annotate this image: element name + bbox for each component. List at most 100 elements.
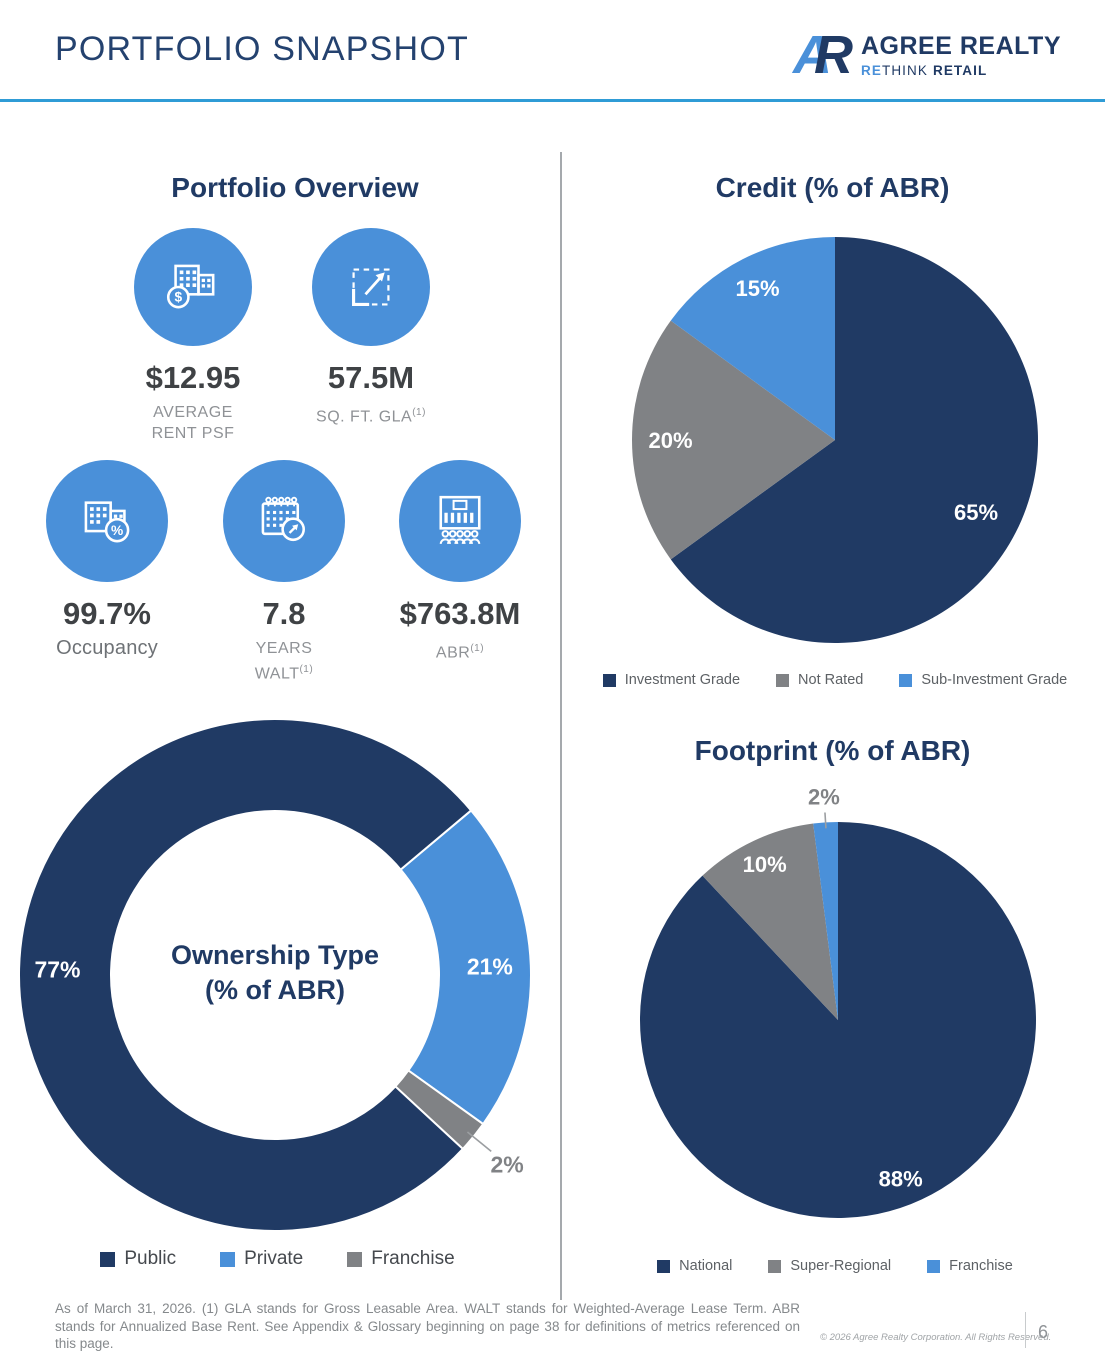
tagline-re: RE <box>861 63 882 78</box>
logo-text: AGREE REALTY RETHINK RETAIL <box>861 32 1061 78</box>
page-number: 6 <box>1038 1322 1049 1342</box>
legend-item-not-rated: Not Rated <box>776 672 863 688</box>
footprint-pie-chart: 88% 10% 2% <box>640 785 1036 1218</box>
legend-swatch-icon <box>100 1251 116 1267</box>
legend-swatch-icon <box>220 1251 236 1267</box>
slice-label-private: 21% <box>467 954 513 980</box>
legend-label: Super-Regional <box>790 1258 892 1274</box>
calendar-icon <box>223 460 345 582</box>
legend-item-public: Public <box>100 1248 176 1270</box>
building-percent-glyph: % <box>84 501 130 543</box>
stat-value: 57.5M <box>327 360 415 395</box>
stat-sq-ft-gla: 57.5M SQ. FT. GLA(1) <box>286 228 456 427</box>
stat-label-line1: ABR <box>435 644 471 662</box>
stat-label: AVERAGE RENT PSF <box>108 402 278 444</box>
legend-label: Not Rated <box>798 672 864 688</box>
stat-average-rent-psf: $ $12.95 AVERAGE RENT PSF <box>108 228 278 444</box>
legend-label: Franchise <box>949 1258 1013 1274</box>
legend-item-private: Private <box>220 1248 303 1270</box>
legend-item-franchise: Franchise <box>927 1258 1013 1274</box>
stat-label-sup: (1) <box>299 664 314 675</box>
portfolio-overview-title: Portfolio Overview <box>171 172 419 203</box>
stat-label-line2: RENT PSF <box>151 425 235 442</box>
legend-label: Franchise <box>371 1248 455 1269</box>
logo-tagline: RETHINK RETAIL <box>861 63 1061 78</box>
footprint-legend: National Super-Regional Franchise <box>565 1258 1105 1274</box>
credit-legend: Investment Grade Not Rated Sub-Investment … <box>565 672 1105 688</box>
legend-item-franchise: Franchise <box>347 1248 455 1270</box>
legend-item-national: National <box>657 1258 732 1274</box>
slice-label-national: 88% <box>879 1166 923 1191</box>
credit-chart-title: Credit (% of ABR) <box>715 172 950 203</box>
ownership-title-line2: (% of ABR) <box>205 975 345 1005</box>
stat-label: SQ. FT. GLA(1) <box>286 402 456 427</box>
ownership-donut-chart: 21% 2% 77% <box>18 718 532 1232</box>
svg-text:%: % <box>111 523 123 538</box>
logo-letter-a: A <box>793 25 832 85</box>
stat-label-line1: YEARS <box>255 640 313 657</box>
tagline-think: THINK <box>881 63 928 78</box>
column-divider <box>560 152 562 1300</box>
stat-label: ABR(1) <box>375 638 545 663</box>
slice-label-sub-investment-grade: 15% <box>736 276 780 301</box>
legend-item-super-regional: Super-Regional <box>768 1258 891 1274</box>
footnote: As of March 31, 2026. (1) GLA stands for… <box>55 1301 800 1351</box>
label-leader-line <box>466 1131 492 1152</box>
slice-label-public: 77% <box>34 957 80 983</box>
legend-swatch-icon <box>776 673 790 687</box>
stat-label: Occupancy <box>56 637 158 659</box>
stat-label: YEARS WALT(1) <box>199 638 369 684</box>
svg-text:$: $ <box>175 290 183 305</box>
legend-swatch-icon <box>602 673 616 687</box>
stat-abr: $763.8M ABR(1) <box>375 460 545 663</box>
stat-label-sup: (1) <box>412 407 426 418</box>
building-people-icon <box>399 460 521 582</box>
ownership-chart-title: Ownership Type (% of ABR) <box>95 938 455 1008</box>
slice-super-regional <box>702 823 838 1020</box>
logo-letter-r: R <box>814 25 853 85</box>
stat-occupancy: % 99.7% Occupancy <box>22 460 192 659</box>
slice-franchise <box>813 822 838 1020</box>
stat-label-line1: SQ. FT. GLA <box>316 408 413 426</box>
legend-label: National <box>679 1258 733 1274</box>
legend-label: Investment Grade <box>624 672 741 688</box>
legend-label: Sub-Investment Grade <box>921 672 1068 688</box>
buildings-dollar-icon: $ <box>134 228 252 346</box>
legend-swatch-icon <box>657 1259 671 1273</box>
ownership-legend: Public Private Franchise <box>0 1248 555 1270</box>
buildings-dollar-glyph: $ <box>166 264 215 309</box>
stat-value: $12.95 <box>145 360 241 395</box>
stat-label-sup: (1) <box>470 643 485 654</box>
slice-label-investment-grade: 65% <box>954 500 998 525</box>
legend-swatch-icon <box>768 1259 782 1273</box>
agree-realty-logo: AR AGREE REALTY RETHINK RETAIL <box>793 28 1061 82</box>
stat-value: $763.8M <box>399 596 521 631</box>
slice-sub-investment-grade <box>670 237 835 440</box>
page-title: PORTFOLIO SNAPSHOT <box>55 30 469 68</box>
slice-investment-grade <box>670 237 1038 643</box>
stat-label-line2: WALT <box>254 665 300 683</box>
slice-label-not-rated: 20% <box>649 428 693 453</box>
slice-public <box>18 718 473 1232</box>
calendar-glyph <box>261 496 305 542</box>
area-measure-icon <box>312 228 430 346</box>
legend-swatch-icon <box>927 1259 941 1273</box>
area-measure-glyph <box>352 268 390 306</box>
building-people-glyph <box>439 495 481 545</box>
legend-item-sub-investment-grade: Sub-Investment Grade <box>899 672 1067 688</box>
slice-label-super-regional: 10% <box>743 852 787 877</box>
stat-value: 99.7% <box>63 596 151 631</box>
slice-label-franchise: 2% <box>490 1151 523 1177</box>
footprint-chart-title: Footprint (% of ABR) <box>694 735 971 766</box>
stat-value: 7.8 <box>262 596 306 631</box>
page-number-divider <box>1025 1312 1026 1348</box>
slice-label-franchise: 2% <box>808 785 840 810</box>
credit-pie-chart: 65% 20% 15% <box>632 237 1038 643</box>
slice-not-rated <box>632 320 835 560</box>
copyright: © 2026 Agree Realty Corporation. All Rig… <box>820 1332 1052 1343</box>
legend-swatch-icon <box>347 1251 363 1267</box>
legend-label: Private <box>244 1248 304 1269</box>
header-accent-line <box>0 99 1105 102</box>
label-leader-line <box>824 812 827 829</box>
